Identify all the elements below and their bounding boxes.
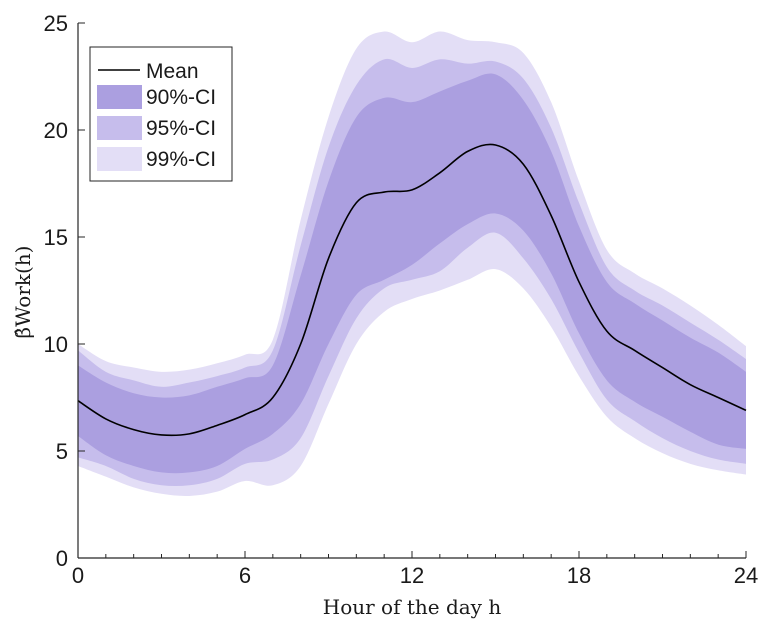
y-tick-label: 10 (44, 332, 68, 357)
y-tick-label: 15 (44, 225, 68, 250)
x-tick-label: 24 (734, 563, 758, 588)
legend: Mean 90%-CI 95%-CI 99%-CI (89, 46, 233, 182)
y-axis-label: β̂Work(h) (11, 246, 35, 339)
x-axis-label: Hour of the day h (323, 595, 502, 619)
x-tick-label: 12 (400, 563, 424, 588)
y-tick-label: 5 (56, 439, 68, 464)
legend-99ci-swatch (97, 147, 142, 171)
legend-label-mean: Mean (146, 60, 199, 83)
legend-label-99ci: 99%-CI (146, 148, 216, 171)
y-tick-label: 25 (44, 11, 68, 36)
legend-label-90ci: 90%-CI (146, 86, 216, 109)
x-tick-label: 0 (72, 563, 84, 588)
mean-line (77, 143, 747, 437)
x-tick-label: 18 (567, 563, 591, 588)
ticks: 0 6 12 18 24 0 5 10 15 20 25 (44, 11, 759, 588)
mean-line-layer (77, 143, 747, 437)
legend-95ci-swatch (97, 116, 142, 140)
legend-90ci-swatch (97, 85, 142, 109)
x-tick-label: 6 (239, 563, 251, 588)
y-tick-label: 0 (56, 546, 68, 571)
y-tick-label: 20 (44, 118, 68, 143)
legend-label-95ci: 95%-CI (146, 117, 216, 140)
